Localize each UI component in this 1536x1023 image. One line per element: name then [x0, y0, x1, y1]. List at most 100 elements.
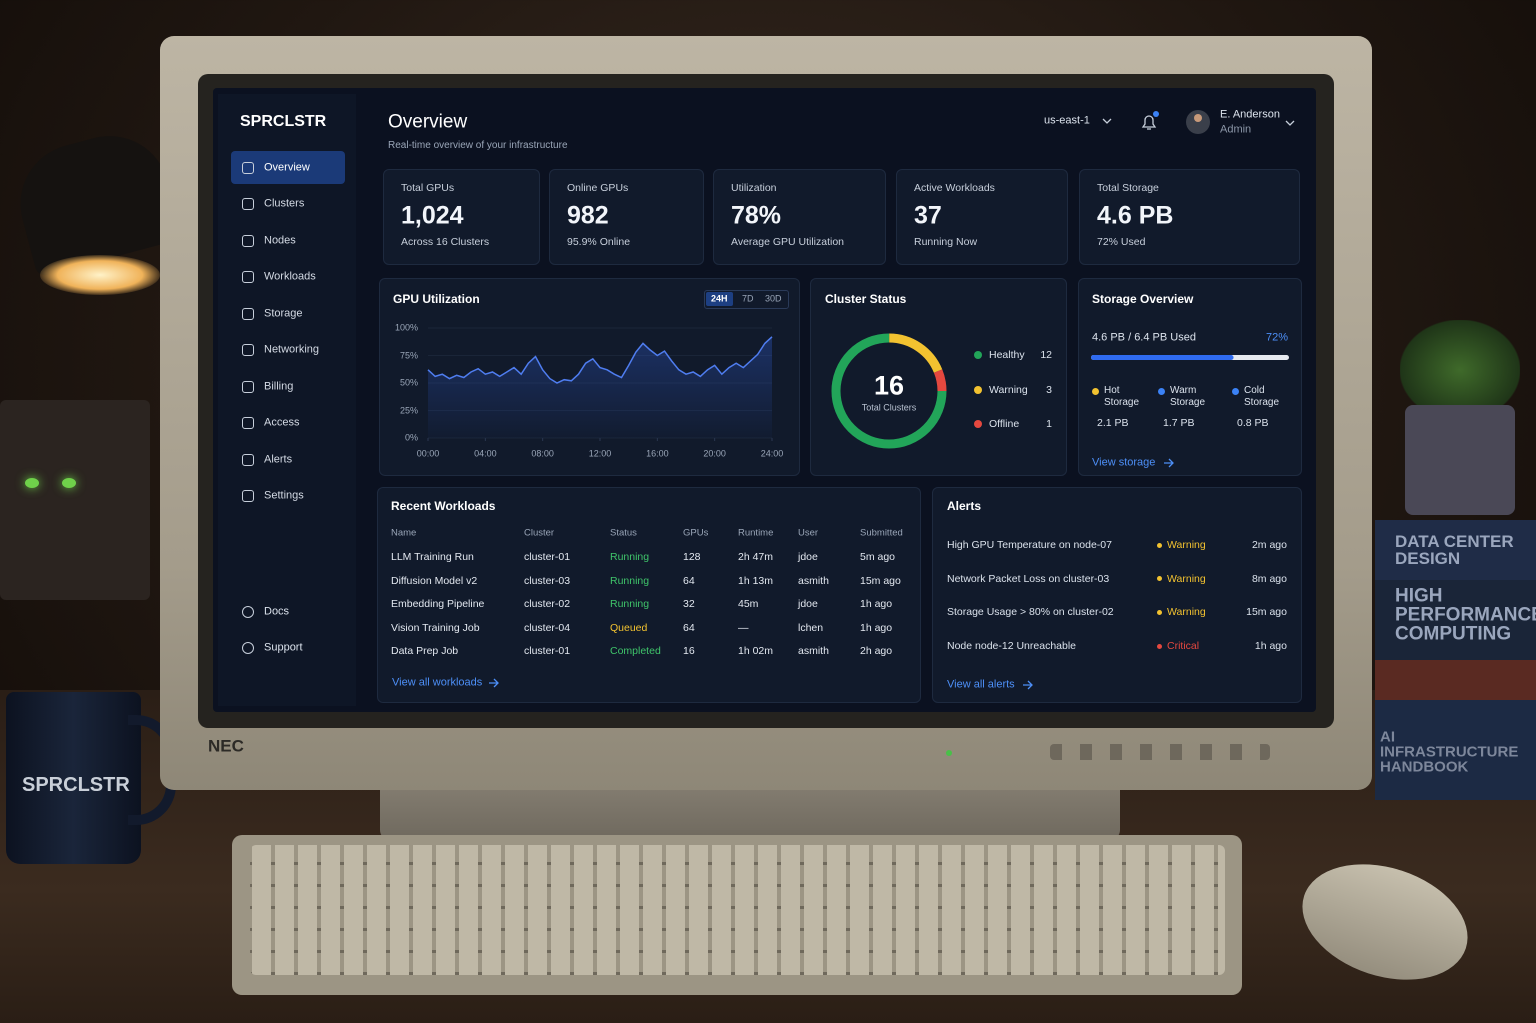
- nav-item[interactable]: Settings: [264, 489, 304, 502]
- table-cell: 1h 02m: [738, 644, 774, 657]
- kpi-note: Running Now: [914, 235, 978, 248]
- table-cell: —: [738, 621, 749, 634]
- led: [25, 478, 39, 488]
- donut-segment: [831, 333, 947, 449]
- nav-item[interactable]: Storage: [264, 307, 303, 320]
- range-active: [706, 292, 733, 306]
- range-option[interactable]: 24H: [711, 293, 728, 304]
- table-cell: cluster-01: [524, 550, 571, 563]
- nav-item[interactable]: Docs: [264, 605, 290, 618]
- book: [1375, 660, 1536, 700]
- nav-item[interactable]: Overview: [264, 161, 310, 174]
- legend-dot: [974, 386, 982, 394]
- column-header: User: [798, 527, 819, 539]
- table-cell: 5m ago: [860, 550, 896, 563]
- kpi-note: Average GPU Utilization: [731, 235, 845, 248]
- alert-message: Node node-12 Unreachable: [947, 639, 1077, 652]
- nav-icon: [242, 381, 254, 393]
- nav-item[interactable]: Alerts: [264, 453, 293, 466]
- x-tick-label: 00:00: [416, 448, 440, 459]
- storage-link[interactable]: View storage: [1092, 456, 1156, 469]
- book: [1375, 520, 1536, 580]
- nav-item[interactable]: Billing: [264, 380, 294, 393]
- y-tick-label: 25%: [399, 405, 418, 415]
- table-cell: Running: [610, 550, 650, 563]
- panel-title: GPU Utilization: [393, 292, 480, 306]
- range-option[interactable]: 30D: [765, 293, 782, 304]
- region-select[interactable]: us-east-1: [1044, 114, 1090, 127]
- page-title: Overview: [388, 111, 468, 133]
- tier-name: Cold Storage: [1244, 385, 1280, 408]
- table-cell: 1h 13m: [738, 574, 774, 587]
- column-header: Name: [391, 527, 417, 539]
- nav-icon: [242, 454, 254, 466]
- table-cell: jdoe: [798, 597, 818, 610]
- table-cell: asmith: [798, 644, 829, 657]
- table-cell: 2h ago: [860, 644, 893, 657]
- kpi-card: [549, 169, 704, 265]
- table-cell: LLM Training Run: [391, 550, 474, 563]
- kpi-label: Total GPUs: [401, 181, 455, 194]
- table-cell: Embedding Pipeline: [391, 597, 485, 610]
- tier-value: 0.8 PB: [1237, 416, 1269, 429]
- nav-icon: [242, 417, 254, 429]
- arrow: [489, 678, 499, 688]
- storage-panel: [1078, 278, 1302, 476]
- alert-level: Critical: [1167, 639, 1200, 652]
- nav-item[interactable]: Support: [264, 641, 303, 654]
- table-cell: cluster-01: [524, 644, 571, 657]
- progress-bar: [1091, 355, 1234, 360]
- legend-dot: [974, 351, 982, 359]
- nav-item[interactable]: Clusters: [264, 197, 305, 210]
- alerts-link[interactable]: View all alerts: [947, 678, 1015, 691]
- workloads-link[interactable]: View all workloads: [392, 676, 483, 689]
- table-cell: 45m: [738, 597, 759, 610]
- alert-time: 15m ago: [1246, 606, 1287, 619]
- table-cell: 1h ago: [860, 621, 893, 634]
- brand: SPRCLSTR: [240, 113, 327, 130]
- kpi-note: 72% Used: [1097, 235, 1146, 248]
- book-title: AI INFRASTRUCTURE HANDBOOK: [1380, 728, 1519, 776]
- table-cell: 64: [683, 621, 695, 634]
- nav-icon: [242, 606, 254, 618]
- line: [427, 336, 773, 384]
- arrow: [1164, 458, 1174, 468]
- table-cell: Data Prep Job: [391, 644, 459, 657]
- table-cell: Completed: [610, 644, 661, 657]
- tier-name: Warm Storage: [1170, 385, 1206, 408]
- sidebar-bg: [218, 94, 356, 706]
- alert-time: 8m ago: [1251, 572, 1287, 585]
- nav-item[interactable]: Access: [264, 416, 300, 429]
- table-cell: 1h ago: [860, 597, 893, 610]
- nav-icon: [242, 344, 254, 356]
- x-tick-label: 24:00: [760, 448, 784, 459]
- kpi-label: Total Storage: [1097, 181, 1159, 194]
- storage-percent: 72%: [1265, 331, 1288, 344]
- nav-item[interactable]: Networking: [264, 343, 320, 356]
- legend-label: Healthy: [989, 348, 1025, 361]
- nav-icon: [242, 490, 254, 502]
- table-cell: lchen: [798, 621, 824, 634]
- bezel-buttons: [1050, 744, 1270, 760]
- tier-dot: [1158, 388, 1165, 395]
- table-cell: Vision Training Job: [391, 621, 480, 634]
- kpi-card: [713, 169, 886, 265]
- mug: [6, 692, 141, 864]
- nav-item[interactable]: Nodes: [264, 234, 296, 247]
- table-cell: 15m ago: [860, 574, 901, 587]
- table-cell: asmith: [798, 574, 829, 587]
- column-header: GPUs: [683, 527, 709, 539]
- alert-message: Network Packet Loss on cluster-03: [947, 572, 1110, 585]
- user-name[interactable]: E. Anderson: [1220, 108, 1280, 121]
- column-header: Submitted: [860, 527, 903, 539]
- nav-item[interactable]: Workloads: [264, 270, 316, 283]
- x-tick-label: 16:00: [646, 448, 669, 459]
- arrow: [1023, 680, 1033, 690]
- book: [1375, 700, 1536, 800]
- lamp-glow: [40, 255, 160, 295]
- plant-pot: [1405, 405, 1515, 515]
- range-option[interactable]: 7D: [742, 293, 754, 304]
- keys: [250, 845, 1225, 975]
